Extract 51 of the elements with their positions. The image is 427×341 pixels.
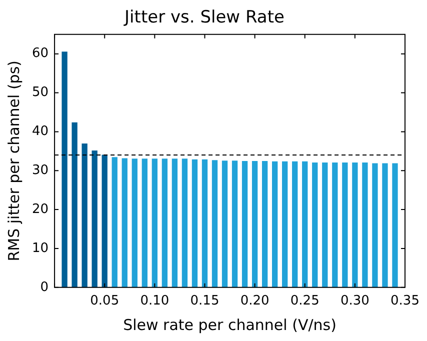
- bar: [82, 143, 88, 288]
- x-tick-label: 0.05: [90, 294, 120, 309]
- bar: [62, 52, 68, 288]
- bar: [92, 150, 98, 288]
- bar: [342, 162, 348, 288]
- y-tick-label: 0: [40, 280, 49, 295]
- bar: [272, 161, 278, 288]
- bar: [312, 162, 318, 288]
- bar: [282, 161, 288, 288]
- bar: [112, 157, 118, 288]
- bar: [222, 160, 228, 288]
- x-tick-label: 0.35: [390, 294, 420, 309]
- bar: [392, 163, 398, 288]
- y-axis-title: RMS jitter per channel (ps): [4, 60, 23, 262]
- bar: [102, 154, 108, 288]
- bar: [202, 159, 208, 288]
- x-tick-label: 0.30: [340, 294, 370, 309]
- bar: [322, 162, 328, 288]
- bar: [362, 162, 368, 288]
- bar: [262, 160, 268, 288]
- y-tick-label: 30: [32, 163, 49, 178]
- bar: [302, 161, 308, 288]
- bar: [182, 158, 188, 288]
- bar: [352, 162, 358, 288]
- y-tick-label: 40: [32, 124, 49, 140]
- chart-title: Jitter vs. Slew Rate: [124, 8, 284, 28]
- bar: [192, 159, 198, 288]
- bar: [142, 158, 148, 288]
- bar: [152, 158, 158, 288]
- bar: [172, 158, 178, 288]
- y-tick-label: 60: [32, 46, 49, 62]
- y-tick-label: 50: [32, 85, 49, 100]
- bar: [252, 160, 258, 288]
- bar: [132, 158, 138, 288]
- bar: [332, 162, 338, 288]
- y-tick-label: 20: [32, 202, 49, 217]
- x-tick-label: 0.15: [190, 294, 220, 309]
- x-tick-label: 0.20: [240, 294, 270, 309]
- bar: [162, 158, 168, 288]
- bar: [212, 160, 218, 288]
- bar: [242, 160, 248, 288]
- y-tick-label: 10: [32, 240, 49, 256]
- bar: [72, 122, 78, 288]
- bar: [292, 161, 298, 288]
- x-tick-label: 0.25: [290, 294, 320, 309]
- x-tick-label: 0.10: [140, 294, 170, 309]
- bar: [122, 158, 128, 288]
- bar: [382, 163, 388, 288]
- x-axis-title: Slew rate per channel (V/ns): [123, 316, 336, 334]
- bar: [232, 160, 238, 288]
- bar: [372, 163, 378, 288]
